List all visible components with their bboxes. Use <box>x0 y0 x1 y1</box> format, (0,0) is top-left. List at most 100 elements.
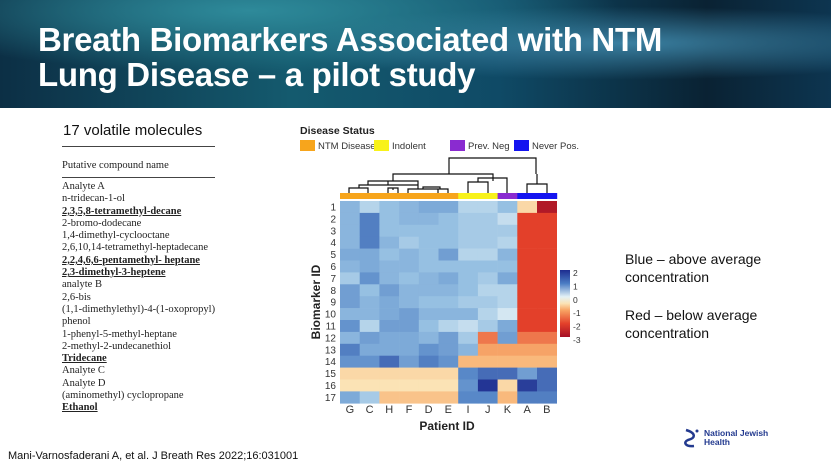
heatmap-cell <box>537 284 557 297</box>
heatmap-cell <box>438 391 459 404</box>
heatmap-cell <box>418 331 439 345</box>
colorbar-tick: -2 <box>573 322 581 332</box>
status-cell <box>399 193 420 199</box>
column-label: C <box>366 404 374 416</box>
blue-explanation: Blue – above average concentration <box>625 250 761 286</box>
heatmap-cell <box>399 320 420 333</box>
heatmap-cell <box>517 331 538 345</box>
heatmap-cell <box>399 379 420 392</box>
heatmap-cell <box>458 379 479 392</box>
heatmap-cell <box>340 296 360 309</box>
compound-item: 2-bromo-dodecane <box>62 217 142 229</box>
heatmap-cell <box>379 201 400 214</box>
legend-title: Disease Status <box>300 125 375 137</box>
heatmap-cell <box>379 224 400 237</box>
legend: NTM Disease Indolent Prev. Neg Never Pos. <box>300 140 579 152</box>
heatmap-cell <box>418 320 439 333</box>
compound-item: Analyte C <box>62 365 105 377</box>
heatmap-cell <box>418 212 439 226</box>
heatmap-cell <box>517 272 538 285</box>
heatmap-cell <box>418 296 439 309</box>
heatmap-cell <box>438 320 459 333</box>
heatmap-cell <box>340 248 360 261</box>
heatmap-cell <box>497 201 518 214</box>
status-bar <box>340 193 558 199</box>
heatmap-cell <box>458 308 479 321</box>
legend-label: NTM Disease <box>318 141 376 152</box>
heatmap-cell <box>359 248 380 261</box>
status-cell <box>497 193 518 199</box>
column-label: H <box>385 404 393 416</box>
colorbar-tick: 1 <box>573 281 578 291</box>
row-label: 6 <box>330 262 336 273</box>
heatmap-cell <box>340 320 360 333</box>
heatmap-cell <box>537 331 557 345</box>
row-label: 2 <box>330 214 336 225</box>
helix-icon <box>684 428 699 448</box>
blue-line-2: concentration <box>625 269 710 285</box>
heatmap-cell <box>418 272 439 285</box>
red-line-2: concentration <box>625 325 710 341</box>
status-cell <box>418 193 439 199</box>
heatmap-cell <box>379 260 400 273</box>
compound-item: 1,4-dimethyl-cyclooctane <box>62 230 170 242</box>
heatmap-cell <box>477 260 498 273</box>
row-label: 13 <box>325 345 337 356</box>
compound-item: 2,3,5,8-tetramethyl-decane <box>62 205 182 217</box>
heatmap-cell <box>418 367 439 380</box>
heatmap-cell <box>399 343 420 356</box>
heatmap-cell <box>379 391 400 404</box>
status-cell <box>517 193 538 199</box>
heatmap-cell <box>477 391 498 404</box>
heatmap-cell <box>537 201 557 214</box>
heatmap-cell <box>517 260 538 273</box>
heatmap-cell <box>477 379 498 392</box>
heatmap-cell <box>537 212 557 226</box>
heatmap-cell <box>458 224 479 237</box>
colorbar-tick: 2 <box>573 268 578 278</box>
heatmap-cell <box>458 343 479 356</box>
national-jewish-health-logo: National Jewish Health <box>682 428 768 448</box>
heatmap-cell <box>517 296 538 309</box>
heatmap-cell <box>517 379 538 392</box>
status-cell <box>340 193 361 199</box>
row-label: 4 <box>330 238 336 249</box>
heatmap-cell <box>359 355 380 368</box>
red-line-1: Red – below average <box>625 307 758 323</box>
heatmap-cell <box>399 391 420 404</box>
heatmap-cell <box>379 248 400 261</box>
heatmap-cell <box>497 355 518 368</box>
heatmap-cell <box>340 272 360 285</box>
heatmap-cell <box>477 367 498 380</box>
legend-swatch <box>374 140 389 151</box>
compound-item: 2-methyl-2-undecanethiol <box>62 340 172 352</box>
heatmap-cell <box>418 260 439 273</box>
row-label: 12 <box>325 333 337 344</box>
row-label: 7 <box>330 274 336 285</box>
heatmap-cell <box>359 284 380 297</box>
x-axis-label: Patient ID <box>419 419 475 433</box>
heatmap-cell <box>477 272 498 285</box>
compound-item: 2,3-dimethyl-3-heptene <box>62 267 166 279</box>
heatmap-cell <box>458 355 479 368</box>
heatmap-cell <box>340 331 360 345</box>
heatmap-cell <box>418 343 439 356</box>
row-label: 17 <box>325 393 337 404</box>
heatmap-cell <box>458 331 479 345</box>
heatmap-cell <box>379 308 400 321</box>
heatmap-cell <box>438 296 459 309</box>
column-label: A <box>523 404 531 416</box>
heatmap-cell <box>399 236 420 249</box>
heatmap-cell <box>340 367 360 380</box>
heatmap-cell <box>517 367 538 380</box>
heatmap-cell <box>359 308 380 321</box>
heatmap-cell <box>379 296 400 309</box>
heatmap-cell <box>477 296 498 309</box>
heatmap-cell <box>458 391 479 404</box>
heatmap-cell <box>477 284 498 297</box>
heatmap-cell <box>458 296 479 309</box>
heatmap-cell <box>399 212 420 226</box>
legend-swatch <box>450 140 465 151</box>
